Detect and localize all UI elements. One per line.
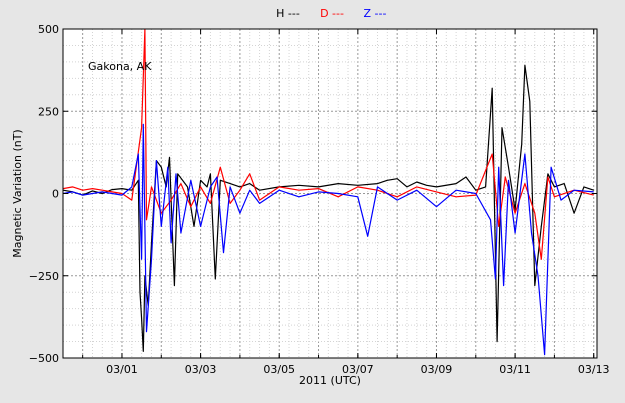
legend: H --- D --- Z --- [276, 7, 386, 20]
x-tick-label: 03/09 [421, 363, 453, 376]
x-tick-label: 03/05 [263, 363, 295, 376]
y-tick-label: 250 [38, 105, 59, 118]
y-axis-title: Magnetic Variation (nT) [11, 129, 24, 257]
x-tick-label: 03/01 [106, 363, 138, 376]
x-tick-label: 03/03 [185, 363, 217, 376]
series-group [63, 29, 594, 356]
y-tick-label: −250 [29, 270, 59, 283]
x-tick-label: 03/13 [578, 363, 610, 376]
z-series-line [63, 123, 594, 356]
location-label: Gakona, AK [88, 60, 152, 73]
x-tick-label: 03/11 [499, 363, 531, 376]
x-tick-label: 03/07 [342, 363, 374, 376]
h-series-line [63, 64, 594, 352]
y-tick-label: 500 [38, 23, 59, 36]
y-tick-label: 0 [52, 188, 59, 201]
grid [63, 28, 597, 359]
y-tick-label: −500 [29, 352, 59, 365]
legend-entry-z: Z --- [364, 7, 387, 20]
x-axis-title: 2011 (UTC) [299, 374, 361, 387]
legend-entry-d: D --- [320, 7, 344, 20]
legend-entry-h: H --- [276, 7, 300, 20]
d-series-line [63, 29, 594, 260]
axis-ticks: 03/01 03/03 03/05 03/07 03/09 03/11 03/13 500 25… [29, 23, 610, 376]
